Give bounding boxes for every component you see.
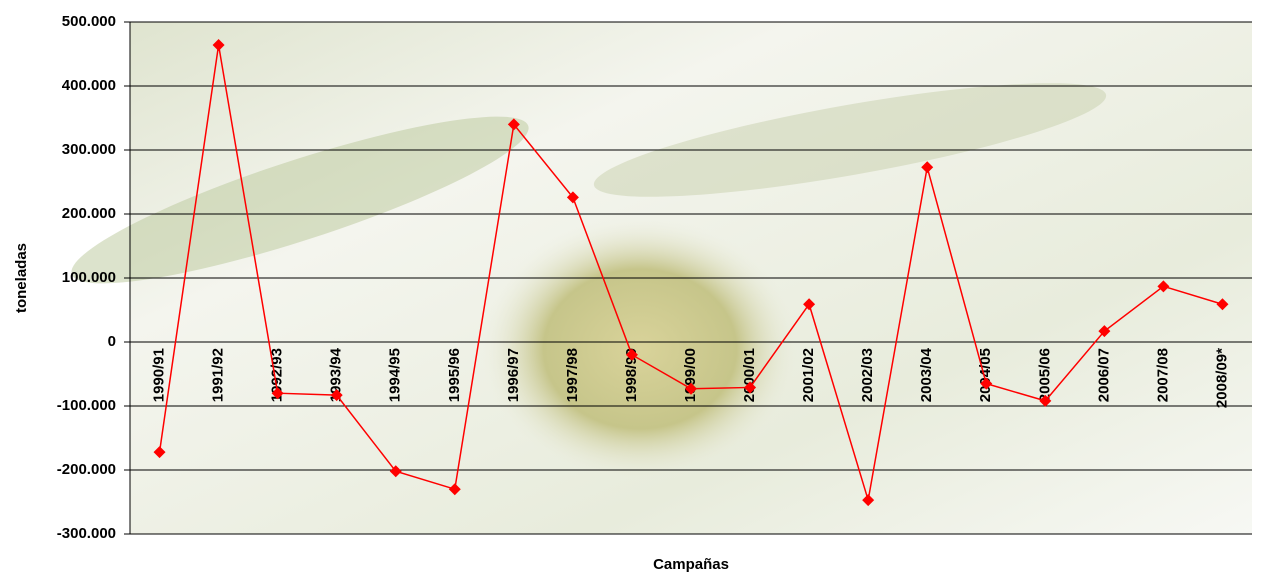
marker	[980, 377, 993, 390]
x-tick-label: 1994/95	[387, 348, 404, 402]
marker	[389, 465, 402, 478]
marker	[153, 446, 166, 459]
x-tick-label: 2008/09*	[1213, 348, 1230, 408]
marker	[507, 118, 520, 131]
y-tick-label: 300.000	[62, 141, 116, 158]
marker	[1157, 280, 1170, 293]
marker	[803, 298, 816, 311]
y-tick-label: 0	[108, 333, 116, 350]
x-tick-label: 2004/05	[977, 348, 994, 402]
y-tick-label: 200.000	[62, 205, 116, 222]
marker	[625, 348, 638, 361]
marker	[1216, 298, 1229, 311]
y-tick-label: 500.000	[62, 13, 116, 30]
x-tick-label: 1997/98	[564, 348, 581, 402]
x-tick-label: 2001/02	[800, 348, 817, 402]
x-tick-label: 1996/97	[505, 348, 522, 402]
x-tick-label: 1995/96	[446, 348, 463, 402]
x-tick-label: 2002/03	[859, 348, 876, 402]
marker	[271, 387, 284, 400]
x-tick-label: 1993/94	[328, 347, 345, 402]
y-tick-label: -200.000	[57, 461, 116, 478]
x-tick-label: 1991/92	[210, 348, 227, 402]
marker	[862, 494, 875, 507]
marker	[448, 483, 461, 496]
x-tick-label: 2003/04	[918, 347, 935, 402]
marker	[921, 161, 934, 174]
x-axis-title: Campañas	[653, 556, 729, 573]
marker	[212, 39, 225, 52]
marker	[1098, 325, 1111, 338]
marker	[1039, 394, 1052, 407]
y-axis-title: toneladas	[13, 243, 30, 313]
x-tick-label: 1990/91	[150, 348, 167, 402]
y-tick-label: 100.000	[62, 269, 116, 286]
x-tick-label: 2006/07	[1095, 348, 1112, 402]
marker	[566, 191, 579, 204]
x-tick-label: 2005/06	[1036, 348, 1053, 402]
y-tick-label: 400.000	[62, 77, 116, 94]
y-tick-label: -100.000	[57, 397, 116, 414]
marker	[685, 382, 697, 395]
x-tick-label: 2000/01	[741, 348, 758, 402]
marker	[744, 381, 757, 394]
x-tick-label: 1998/99	[623, 348, 640, 402]
marker	[330, 389, 343, 402]
y-tick-label: -300.000	[57, 525, 116, 542]
x-tick-label: 2007/08	[1154, 348, 1171, 402]
